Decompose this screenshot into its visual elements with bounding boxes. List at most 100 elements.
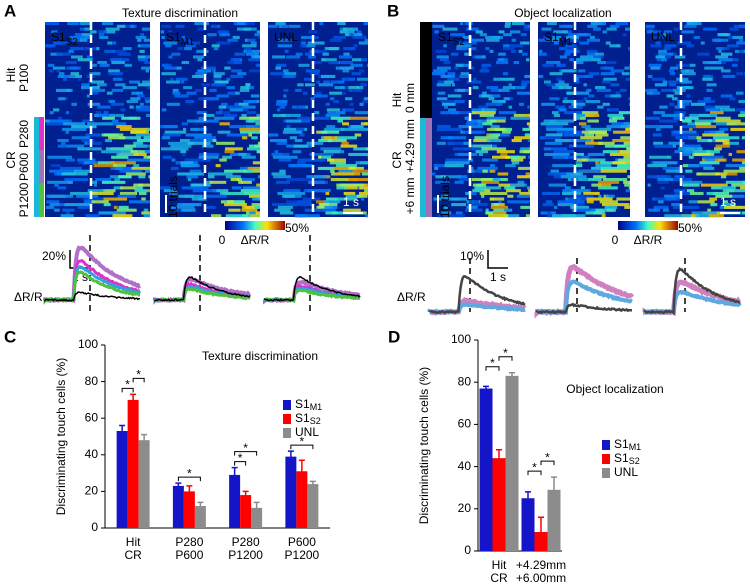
heatmap-stripe (252, 161, 260, 165)
heatmap-stripe (198, 97, 204, 101)
bar (229, 474, 241, 528)
heatmap-stripe (124, 63, 132, 67)
cr-group-label: +4.29 mm (403, 119, 417, 173)
heatmap-stripe (645, 24, 655, 28)
bar (116, 431, 128, 528)
heatmap-stripe (280, 38, 292, 42)
heatmap-stripe (604, 205, 618, 209)
heatmap-stripe (493, 208, 505, 212)
heatmap-stripe (355, 161, 368, 165)
heatmap-stripe (720, 94, 733, 98)
heatmap-stripe (720, 52, 733, 56)
heatmap-stripe (84, 27, 92, 31)
heatmap-stripe (481, 147, 507, 151)
heatmap-stripe (573, 113, 594, 118)
heatmap-stripe (199, 194, 227, 198)
heatmap-stripe (504, 97, 510, 101)
heatmap-stripe (444, 105, 448, 109)
cr-label: CR (4, 151, 18, 169)
heatmap-stripe (650, 44, 662, 48)
heatmap-stripe (545, 125, 563, 129)
heatmap-stripe (435, 175, 446, 179)
heatmap-stripe (286, 178, 311, 182)
heatmap-stripe (611, 94, 622, 98)
heatmap-stripe (679, 102, 690, 106)
heatmap-stripe (70, 191, 98, 196)
heatmap-stripe (325, 102, 330, 106)
heatmap-stripe (524, 24, 530, 28)
heatmap-stripe (108, 72, 123, 76)
heatmap-stripe (161, 35, 165, 40)
heatmap-stripe (110, 166, 133, 170)
heatmap-stripe (716, 122, 737, 126)
heatmap-stripe (474, 136, 499, 140)
heatmap-stripe (616, 197, 630, 201)
heatmap-stripe (96, 83, 107, 87)
heatmap-stripe (489, 133, 500, 137)
heatmap-stripe (112, 119, 119, 123)
heatmap-stripe (334, 166, 349, 170)
heatmap-stripe (149, 77, 150, 81)
heatmap-stripe (276, 180, 290, 184)
heatmap-stripe (625, 127, 630, 131)
x-tick-label: +4.29mm (516, 558, 566, 572)
error-bar (496, 448, 502, 467)
column-label: S1M1 (544, 30, 572, 47)
heatmap-stripe (105, 147, 134, 151)
heatmap-stripe (171, 205, 195, 209)
heatmap-stripe (519, 191, 530, 196)
colorbar-label: ΔR/R (241, 233, 270, 247)
heatmap-stripe (541, 102, 556, 106)
heatmap-stripe (660, 33, 667, 37)
heatmap-stripe (230, 74, 244, 79)
heatmap-stripe (308, 180, 324, 184)
heatmap-stripe (460, 72, 470, 76)
heatmap-stripe (90, 86, 100, 90)
chart-title: Texture discrimination (202, 349, 318, 363)
heatmap-stripe (171, 158, 176, 162)
heatmap-stripe (247, 49, 253, 53)
heatmap-stripe (198, 155, 219, 159)
heatmap-stripe (283, 130, 303, 134)
heatmap-stripe (203, 97, 216, 101)
heatmap-stripe (326, 108, 341, 112)
column-label: UNL (651, 30, 675, 44)
heatmap-stripe (436, 141, 446, 145)
heatmap-stripe (566, 91, 576, 95)
heatmap-stripe (486, 86, 499, 90)
heatmap-stripe (615, 91, 621, 95)
heatmap-stripe (609, 44, 621, 48)
heatmap-stripe (612, 161, 630, 165)
heatmap-stripe (678, 144, 701, 148)
heatmap-stripe (91, 200, 109, 204)
heatmap-stripe (112, 122, 127, 126)
heatmap-stripe (574, 100, 584, 104)
heatmap-stripe (671, 203, 683, 207)
heatmap-stripe (349, 102, 354, 106)
heatmap-stripe (655, 41, 661, 45)
heatmap-stripe (703, 74, 714, 79)
heatmap-stripe (301, 35, 312, 40)
heatmap-stripe (726, 172, 738, 176)
heatmap-stripe (605, 194, 615, 198)
heatmap-stripe (166, 102, 180, 106)
heatmap-stripe (170, 77, 174, 81)
heatmap-stripe (722, 47, 730, 51)
colorbar-min: 0 (612, 233, 619, 247)
heatmap-stripe (331, 80, 344, 84)
heatmap-stripe (587, 178, 602, 182)
heatmap-stripe (359, 186, 368, 190)
column-label-sub: S2 (453, 37, 465, 48)
heatmap-stripe (453, 147, 481, 151)
cr-group-label: P1200 (17, 182, 31, 217)
column-label: S1S2 (51, 30, 78, 47)
heatmap-stripe (226, 133, 248, 137)
heatmap-stripe (185, 100, 195, 104)
heatmap-stripe (690, 102, 706, 106)
heatmap-stripe (227, 91, 237, 95)
heatmap-stripe (172, 88, 179, 92)
heatmap-stripe (196, 111, 207, 115)
heatmap-stripe (561, 69, 577, 73)
heatmap-stripe (539, 49, 543, 53)
heatmap-stripe (295, 52, 303, 56)
